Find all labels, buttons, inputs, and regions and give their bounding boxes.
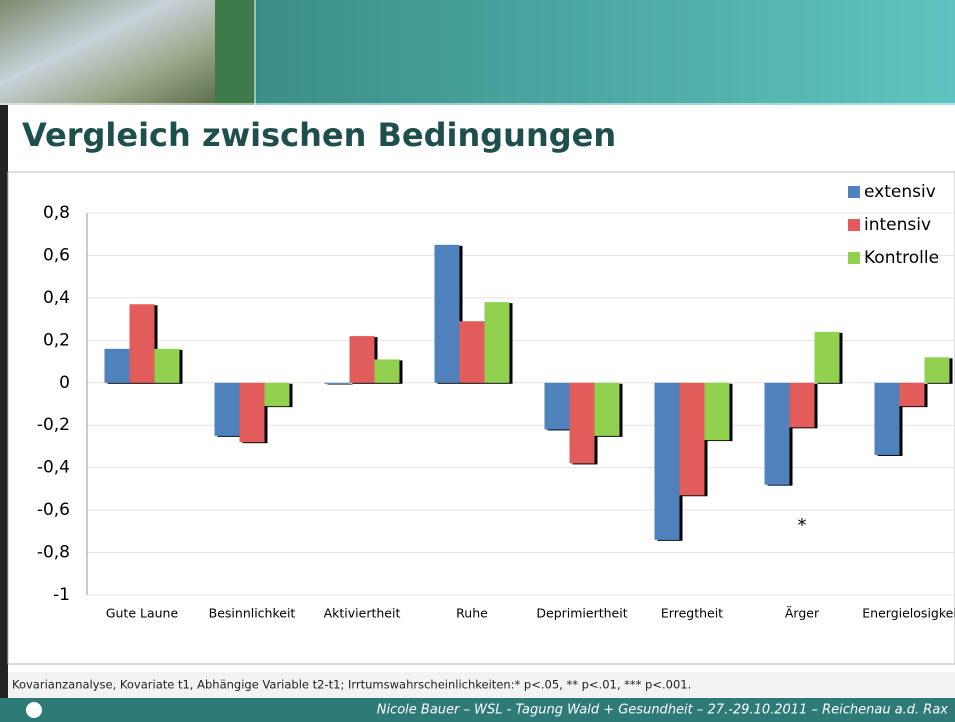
- bar: [460, 321, 485, 383]
- x-tick-label: Ärger: [785, 606, 820, 621]
- legend-label: Kontrolle: [864, 248, 939, 268]
- x-tick-label: Aktiviertheit: [324, 606, 401, 621]
- bar: [375, 359, 400, 382]
- legend-swatch: [848, 219, 860, 231]
- x-tick-label: Energielosigkeit: [862, 606, 955, 621]
- legend-label: extensiv: [864, 182, 936, 202]
- bar: [705, 383, 730, 440]
- y-tick-label: -0,6: [37, 500, 70, 520]
- footer-text: Nicole Bauer – WSL - Tagung Wald + Gesun…: [377, 703, 949, 718]
- bar: [105, 349, 130, 383]
- footnote: Kovarianzanalyse, Kovariate t1, Abhängig…: [12, 678, 691, 692]
- y-tick-label: 0: [59, 373, 70, 393]
- bar: [155, 349, 180, 383]
- y-tick-label: -0,4: [37, 458, 70, 478]
- bar: [325, 383, 350, 384]
- bar: [570, 383, 595, 464]
- bar: [240, 383, 265, 442]
- y-tick-label: 0,4: [43, 288, 70, 308]
- significance-mark: *: [798, 515, 807, 536]
- bar: [545, 383, 570, 430]
- y-tick-label: 0,6: [43, 245, 70, 265]
- bar: [265, 383, 290, 406]
- bar: [215, 383, 240, 436]
- slide-canvas: Vergleich zwischen Bedingungen -1 -0,8 -0,…: [0, 0, 955, 722]
- bar: [900, 383, 925, 406]
- y-tick-label: -0,2: [37, 415, 70, 435]
- y-tick-label: 0,2: [43, 330, 70, 350]
- bar: [485, 302, 510, 383]
- bar: [435, 245, 460, 383]
- x-tick-label: Besinnlichkeit: [209, 606, 296, 621]
- legend-swatch: [848, 186, 860, 198]
- y-tick-label: -0,8: [37, 543, 70, 563]
- header-photos: [0, 0, 215, 105]
- slide: Vergleich zwischen Bedingungen -1 -0,8 -0,…: [0, 0, 955, 722]
- y-tick-label: 0,8: [43, 203, 70, 223]
- x-tick-label: Ruhe: [456, 606, 488, 621]
- bar: [595, 383, 620, 436]
- bar: [925, 357, 950, 382]
- x-tick-label: Deprimiertheit: [536, 606, 627, 621]
- wsl-logo: [26, 702, 42, 718]
- bar: [350, 336, 375, 383]
- bar: [655, 383, 680, 540]
- bar: [680, 383, 705, 495]
- y-tick-label: -1: [53, 585, 70, 605]
- bar: [130, 304, 155, 383]
- slide-title: Vergleich zwischen Bedingungen: [22, 116, 616, 154]
- x-tick-label: Gute Laune: [106, 606, 179, 621]
- legend-label: intensiv: [864, 215, 931, 235]
- left-border: [0, 105, 8, 722]
- bar: [875, 383, 900, 455]
- legend-swatch: [848, 252, 860, 264]
- bar: [790, 383, 815, 428]
- x-tick-label: Erregtheit: [661, 606, 723, 621]
- bar: [765, 383, 790, 485]
- bar: [815, 332, 840, 383]
- header-block: [215, 0, 255, 105]
